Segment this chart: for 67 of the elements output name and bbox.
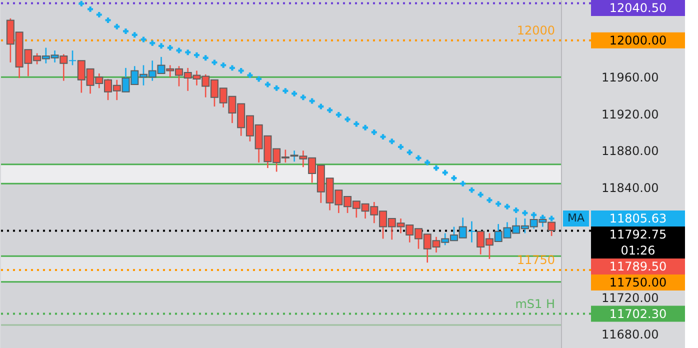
point [380,134,386,140]
point [274,85,280,91]
point [132,32,138,38]
candlestick [68,50,77,66]
ref-line-label: 11702.30 [609,306,667,321]
y-tick-label: 11880.00 [602,144,659,158]
point [460,180,466,186]
point [336,112,342,118]
point [220,62,226,68]
point [442,170,448,176]
point [256,76,262,82]
point [105,17,111,23]
point [478,192,484,198]
point [434,165,439,171]
ref-line-label: 11792.75 [609,228,667,242]
point [300,94,306,100]
point [229,65,235,71]
y-tick-label: 11720.00 [602,291,659,305]
point [114,24,120,30]
point [167,45,173,50]
point [468,187,474,193]
point [78,0,84,6]
point [194,52,200,58]
point [88,6,94,12]
point [354,121,360,127]
point [327,107,333,113]
point [548,216,554,222]
point [486,197,492,203]
point [389,138,395,144]
text: 01:26 [620,244,656,258]
point [406,150,412,156]
point [238,68,244,74]
y-tick-label: 11840.00 [602,180,659,195]
ref-line-label: 11750.00 [609,276,667,290]
annotation: 12000 [516,23,555,38]
point [282,88,288,94]
point [202,55,208,61]
point [451,175,457,181]
ref-line-label: 12000.00 [609,33,667,48]
ref-line-label: 12040.50 [609,1,667,15]
point [371,129,377,135]
point [150,40,156,46]
point [123,28,128,34]
point [247,72,253,78]
y-tick-label: 11960.00 [602,70,659,85]
point [398,144,404,150]
point [344,116,350,122]
y-tick-label: 11680.00 [602,328,659,342]
point [504,204,510,210]
point [264,82,270,88]
point [185,50,191,56]
point [496,201,502,207]
series-label: MA [567,212,585,225]
point [96,12,102,18]
point [424,160,430,166]
annotation: 11750 [516,252,555,267]
point [513,208,519,214]
y-tick-label: 11920.00 [602,107,659,122]
text: 11789.50 [609,260,667,274]
point [318,104,324,110]
text: 11805.63 [609,212,667,226]
point [292,90,298,96]
annotation: mS1 H [515,296,555,311]
point [158,43,164,49]
point [522,210,528,216]
point [362,124,368,130]
point [212,60,218,66]
